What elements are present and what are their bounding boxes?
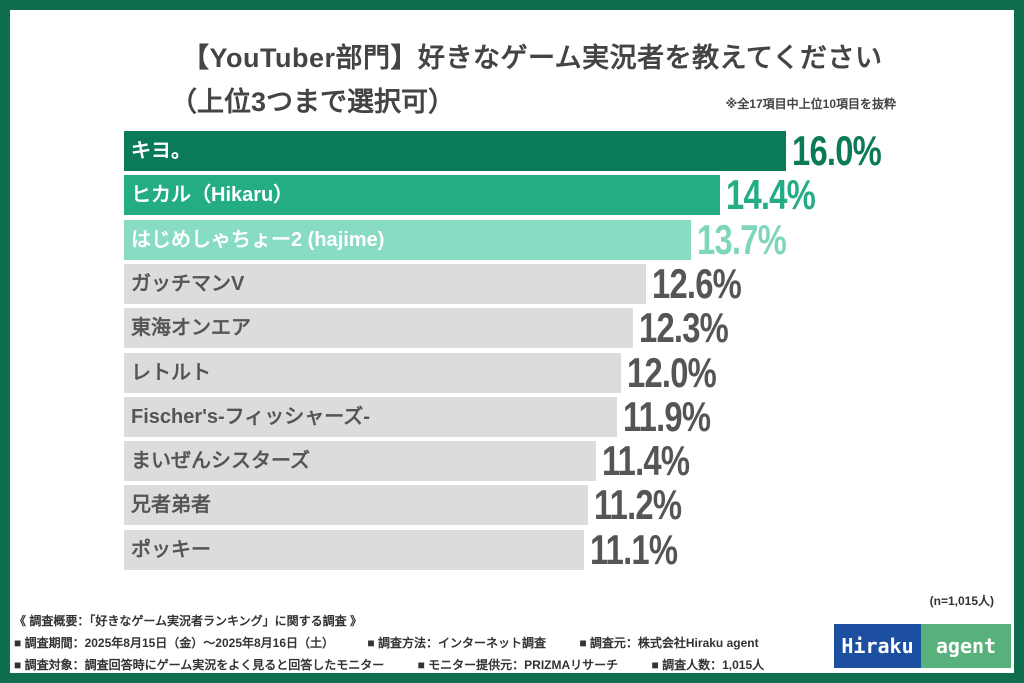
data-label: 11.2% bbox=[593, 481, 682, 529]
bar: はじめしゃちょー2 (hajime) bbox=[124, 219, 692, 260]
chart-subtitle: （上位3つまで選択可） bbox=[170, 87, 456, 117]
bar-label: ガッチマンV bbox=[131, 272, 245, 295]
chart-note: ※全17項目中上位10項目を抜粋 bbox=[725, 97, 896, 111]
bar: キヨ。 bbox=[124, 131, 787, 171]
bar: 兄者弟者 bbox=[124, 485, 588, 526]
bar-label: ヒカル（Hikaru） bbox=[131, 184, 294, 207]
footer-heading: 《 調査概要：「好きなゲーム実況者ランキング」に関する調査 》 bbox=[14, 614, 362, 628]
bar: ガッチマンV bbox=[124, 263, 646, 304]
survey-method: ■ 調査方法：インターネット調査 bbox=[367, 636, 546, 650]
footer-line-2: ■ 調査対象：調査回答時にゲーム実況をよく見ると回答したモニター ■ モニター提… bbox=[14, 656, 794, 673]
bar-label: はじめしゃちょー2 (hajime) bbox=[131, 228, 385, 251]
data-label: 12.0% bbox=[626, 348, 717, 396]
data-label: 11.1% bbox=[589, 525, 678, 573]
survey-target: ■ 調査対象：調査回答時にゲーム実況をよく見ると回答したモニター bbox=[14, 658, 385, 672]
bar: まいぜんシスターズ bbox=[124, 441, 596, 482]
logo-right: agent bbox=[921, 624, 1011, 668]
survey-period: ■ 調査期間：2025年8月15日（金）～2025年8月16日（土） bbox=[14, 636, 335, 650]
bar-label: 東海オンエア bbox=[131, 317, 251, 340]
bar: 東海オンエア bbox=[124, 308, 634, 349]
data-label: 13.7% bbox=[697, 215, 787, 263]
data-label: 12.3% bbox=[639, 304, 729, 352]
monitor-provider: ■ モニター提供元：PRIZMAリサーチ bbox=[417, 658, 619, 672]
bar: ポッキー bbox=[124, 529, 584, 570]
bar: ヒカル（Hikaru） bbox=[124, 175, 721, 216]
chart-title: 【YouTuber部門】好きなゲーム実況者を教えてください bbox=[182, 43, 883, 73]
data-label: 11.9% bbox=[622, 392, 711, 440]
hiraku-agent-logo: Hiraku agent bbox=[834, 624, 1011, 668]
survey-source: ■ 調査元：株式会社Hiraku agent bbox=[579, 636, 759, 650]
bar-label: キヨ。 bbox=[131, 140, 191, 162]
data-label: 11.4% bbox=[601, 437, 690, 485]
sample-size: (n=1,015人) bbox=[929, 594, 994, 608]
bar-label: Fischer's-フィッシャーズ- bbox=[131, 405, 370, 428]
data-label: 14.4% bbox=[726, 171, 816, 219]
bar-label: ポッキー bbox=[131, 538, 211, 561]
footer-line-1: ■ 調査期間：2025年8月15日（金）～2025年8月16日（土） ■ 調査方… bbox=[14, 634, 789, 651]
logo-left: Hiraku bbox=[834, 624, 921, 668]
data-label: 16.0% bbox=[792, 127, 882, 174]
survey-count: ■ 調査人数：1,015人 bbox=[651, 658, 765, 672]
bar: Fischer's-フィッシャーズ- bbox=[124, 396, 617, 437]
bar-label: 兄者弟者 bbox=[131, 494, 211, 517]
bar: レトルト bbox=[124, 352, 621, 393]
bar-label: レトルト bbox=[131, 361, 211, 384]
bar-label: まいぜんシスターズ bbox=[131, 450, 310, 473]
data-label: 12.6% bbox=[651, 259, 742, 307]
